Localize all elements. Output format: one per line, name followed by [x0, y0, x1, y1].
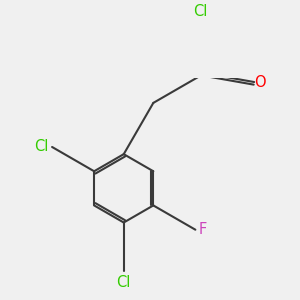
Text: Cl: Cl — [116, 275, 131, 290]
Text: O: O — [254, 74, 266, 89]
Text: Cl: Cl — [34, 140, 48, 154]
Text: F: F — [199, 222, 207, 237]
Text: Cl: Cl — [193, 4, 207, 19]
